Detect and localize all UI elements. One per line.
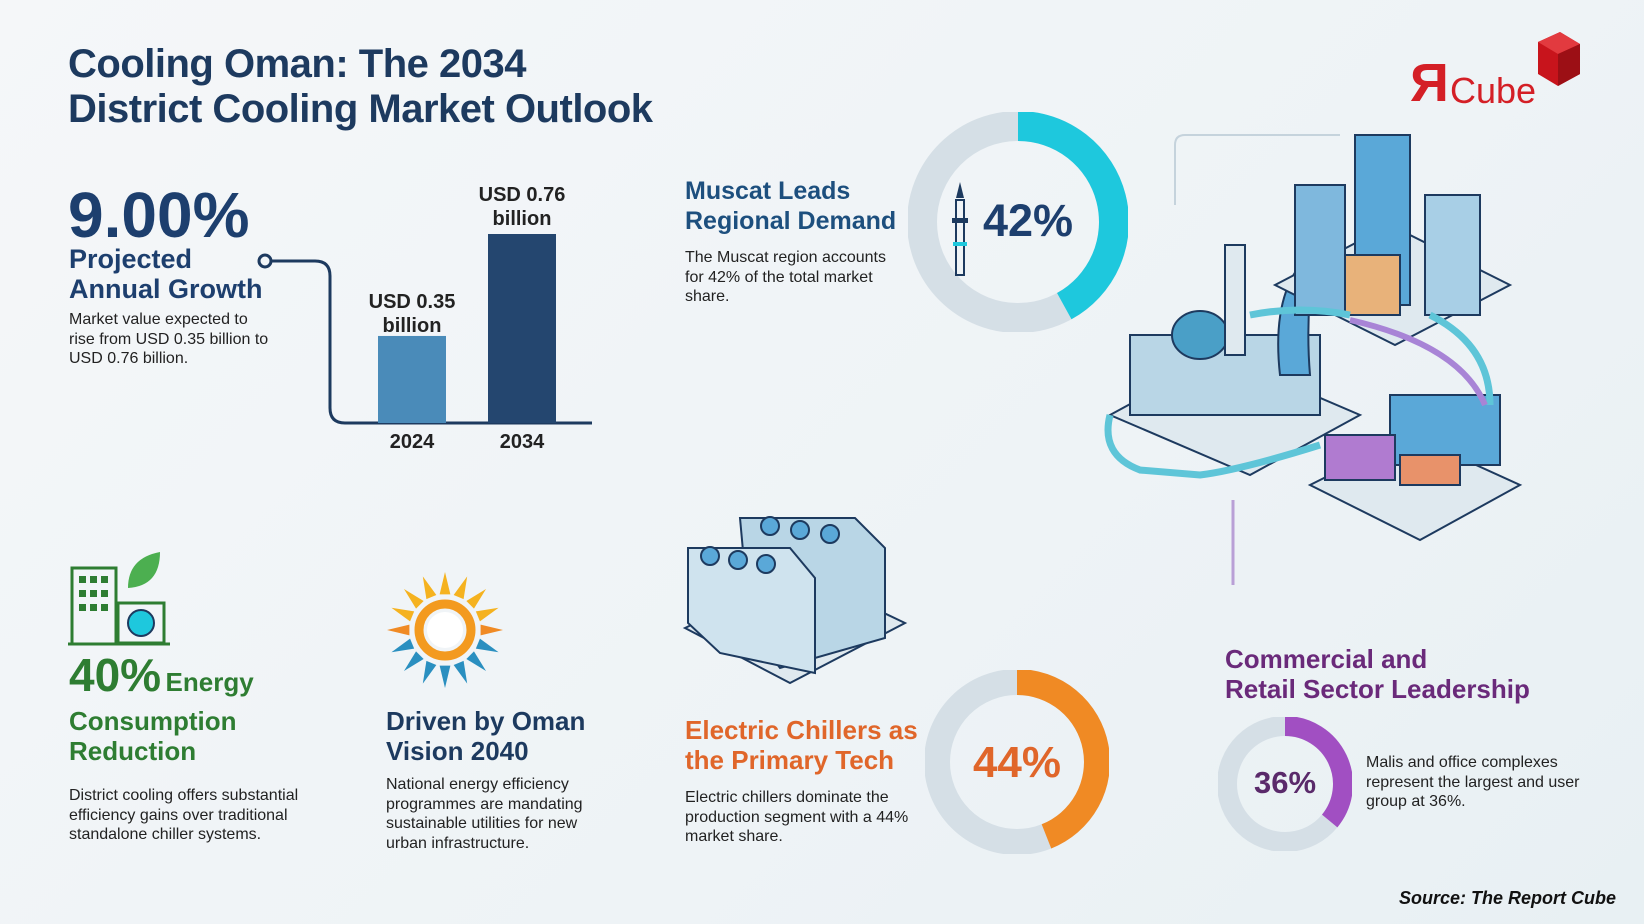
energy-word: Energy <box>165 667 254 697</box>
donut-segment <box>1016 670 1109 849</box>
chillers-pct: 44% <box>972 738 1062 787</box>
sun-ray <box>439 665 451 688</box>
connector-dot <box>257 253 273 269</box>
muscat-title: Muscat Leads Regional Demand <box>685 176 896 236</box>
sun-ray <box>403 588 424 609</box>
sun-ray <box>475 638 499 653</box>
commercial-title: Commercial and Retail Sector Leadership <box>1225 644 1530 704</box>
muscat-title-1: Muscat Leads <box>685 177 851 205</box>
sun-ray <box>387 624 410 636</box>
chillers-title-1: Electric Chillers as <box>685 715 918 745</box>
bar-label-2024: USD 0.35 billion <box>368 291 456 337</box>
chillers-title-2: the Primary Tech <box>685 745 895 775</box>
sun-ray <box>453 576 468 600</box>
logo: Я Cube <box>1410 32 1585 113</box>
growth-label-2: Annual Growth <box>69 274 263 304</box>
energy-title: 40% Energy Consumption Reduction <box>69 652 254 766</box>
sun-ray <box>480 624 503 636</box>
muscat-pct: 42% <box>982 195 1074 246</box>
donut-segment <box>1284 717 1352 828</box>
sun-ray <box>422 660 437 684</box>
energy-pct: 40% <box>69 649 162 701</box>
title-line-2: District Cooling Market Outlook <box>68 87 653 131</box>
logo-cube-icon <box>1538 32 1580 86</box>
commercial-desc: Malis and office complexes represent the… <box>1366 754 1580 810</box>
year-2034: 2034 <box>499 431 545 453</box>
commercial-title-2: Retail Sector Leadership <box>1225 674 1530 704</box>
donut-segment <box>1017 112 1128 320</box>
sun-ray <box>466 651 487 672</box>
growth-label-1: Projected <box>69 244 193 274</box>
bar-2034 <box>488 234 556 423</box>
source-note: Source: The Report Cube <box>1399 888 1617 908</box>
year-2024: 2024 <box>389 431 435 453</box>
energy-line-3: Reduction <box>69 736 197 766</box>
bar-label-2034: USD 0.76 billion <box>478 184 566 230</box>
commercial-title-1: Commercial and <box>1225 644 1428 674</box>
commercial-donut <box>1218 717 1352 851</box>
chart-axis <box>271 259 592 425</box>
energy-line-2: Consumption <box>69 706 237 736</box>
muscat-desc: The Muscat region accounts for 42% of th… <box>685 249 886 305</box>
chillers-title: Electric Chillers as the Primary Tech <box>685 715 918 775</box>
sun-ray <box>475 607 499 622</box>
vision-title-2: Vision 2040 <box>386 736 529 766</box>
sun-icon <box>387 572 503 688</box>
vision-title-1: Driven by Oman <box>386 706 586 736</box>
vision-title: Driven by Oman Vision 2040 <box>386 706 585 766</box>
logo-text: Cube <box>1450 70 1537 111</box>
growth-desc: Market value expected to rise from USD 0… <box>69 311 269 367</box>
growth-label: Projected Annual Growth <box>69 244 262 304</box>
chillers-desc: Electric chillers dominate the productio… <box>685 789 909 845</box>
sun-ray <box>422 576 437 600</box>
title-line-1: Cooling Oman: The 2034 <box>68 42 526 86</box>
vision-desc: National energy efficiency programmes ar… <box>386 776 583 852</box>
chiller-units-icon <box>682 516 908 685</box>
sun-ray <box>391 638 415 653</box>
sun-ray <box>439 572 451 595</box>
sun-ray <box>466 588 487 609</box>
green-building-fan-icon <box>68 552 170 646</box>
commercial-pct: 36% <box>1253 765 1317 800</box>
sun-ray <box>403 651 424 672</box>
muscat-title-2: Regional Demand <box>685 207 897 235</box>
page-title: Cooling Oman: The 2034 District Cooling M… <box>68 42 653 132</box>
sun-ray <box>453 660 468 684</box>
bar-2024 <box>378 335 446 423</box>
sun-ray <box>391 607 415 622</box>
growth-bar-chart <box>257 234 592 425</box>
city-illustration <box>1104 134 1523 585</box>
energy-desc: District cooling offers substantial effi… <box>69 787 299 843</box>
growth-value: 9.00% <box>68 179 250 251</box>
minaret-icon <box>952 182 968 276</box>
chillers-donut <box>925 670 1109 854</box>
muscat-donut <box>908 112 1128 332</box>
logo-mark: Я <box>1410 53 1449 113</box>
